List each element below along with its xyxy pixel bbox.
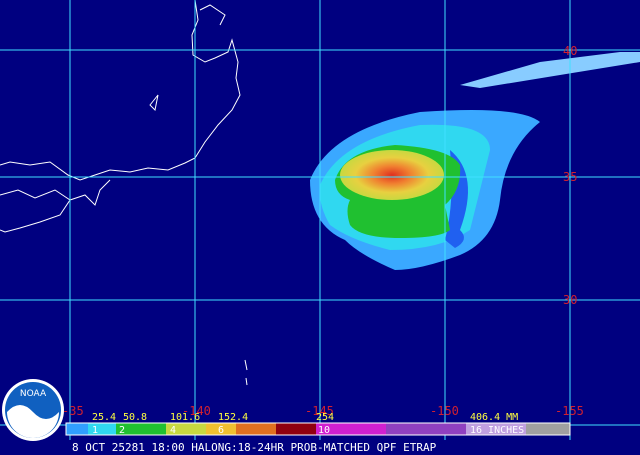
legend-mm-label: 152.4 [218, 412, 248, 423]
rainfall [310, 52, 640, 270]
legend-mm-label: 50.8 [123, 412, 147, 423]
longitude-label: -150 [430, 404, 459, 418]
legend-inch-label: 2 [119, 425, 125, 436]
legend-inch-label: 4 [170, 425, 176, 436]
latitude-label: 30 [563, 293, 577, 307]
legend-mm-label: 25.4 [92, 412, 116, 423]
caption: 8 OCT 25281 18:00 HALONG:18-24HR PROB-MA… [72, 441, 437, 454]
logo-text: NOAA [20, 389, 47, 399]
legend-inch-label: 16 INCHES [470, 425, 524, 436]
legend-mm-label: 101.6 [170, 412, 200, 423]
legend-inch-label: 1 [92, 425, 98, 436]
legend-mm-label: 254 [316, 412, 334, 423]
latitude-label: 40 [563, 44, 577, 58]
longitude-label: -155 [555, 404, 584, 418]
latitude-label: 35 [563, 170, 577, 184]
legend-inch-label: 6 [218, 425, 224, 436]
longitude-label: -35 [62, 404, 84, 418]
noaa-logo: NOAA [2, 379, 64, 441]
color-legend [65, 422, 571, 436]
longitude-label: -140 [182, 404, 211, 418]
legend-mm-label: 406.4 MM [470, 412, 518, 423]
legend-inch-label: 10 [318, 425, 330, 436]
longitude-label: -145 [305, 404, 334, 418]
